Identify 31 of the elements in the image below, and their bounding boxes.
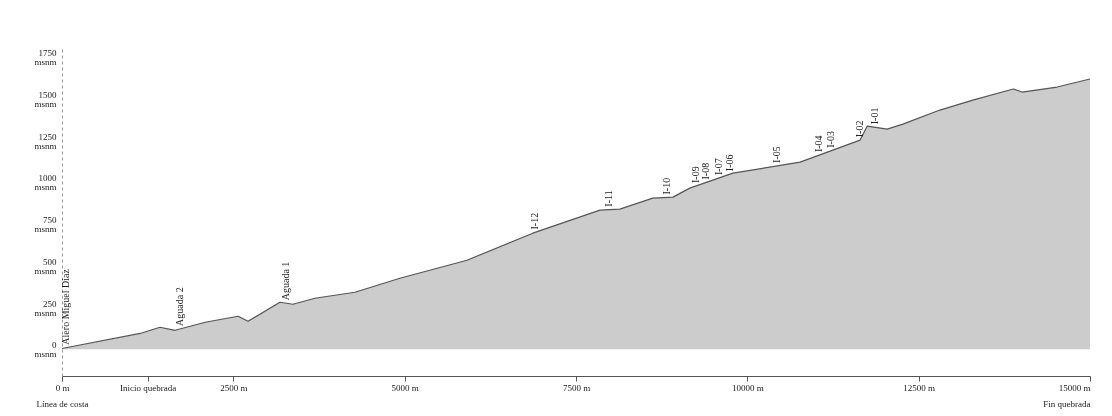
annotation: Aguada 1: [280, 261, 292, 301]
y-tick-label: 500 msnm: [34, 256, 57, 276]
annotation: I-04: [813, 135, 825, 153]
annotation: I-08: [700, 162, 712, 180]
x-tick-label: 2500 m: [220, 382, 248, 393]
y-tick-label: 0 msnm: [34, 340, 57, 360]
annotation: I-11: [602, 190, 614, 207]
annotation: I-10: [661, 177, 673, 195]
x-tick-label: 0 m Línea de costa: [36, 382, 89, 409]
annotation: I-09: [689, 166, 701, 183]
x-tick-label: 5000 m: [391, 382, 419, 393]
y-tick-label: 250 msnm: [34, 298, 57, 318]
y-tick-label: 1000 msnm: [34, 173, 57, 193]
y-tick-label: 1250 msnm: [34, 131, 57, 151]
x-tick-label: Inicio quebrada: [120, 382, 177, 393]
annotation: I-07: [713, 158, 725, 175]
annotation: I-12: [528, 212, 540, 230]
annotation: I-02: [853, 120, 865, 138]
annotation: Aguada 2: [173, 287, 185, 326]
annotation: Alero Miguel Diaz: [60, 268, 72, 345]
annotation: I-06: [724, 154, 736, 172]
annotation: I-03: [824, 131, 836, 148]
y-tick-label: 1500 msnm: [34, 90, 57, 110]
x-tick-label: 12500 m: [903, 382, 936, 393]
y-tick-label: 750 msnm: [34, 215, 57, 235]
annotation: I-05: [770, 146, 782, 163]
x-tick-label: 15000 m Fin quebrada: [1043, 382, 1091, 409]
y-tick-label: 1750 msnm: [34, 48, 57, 68]
x-tick-label: 7500 m: [562, 382, 591, 393]
annotation: I-01: [868, 107, 880, 125]
x-tick-label: 10000 m: [731, 382, 764, 393]
